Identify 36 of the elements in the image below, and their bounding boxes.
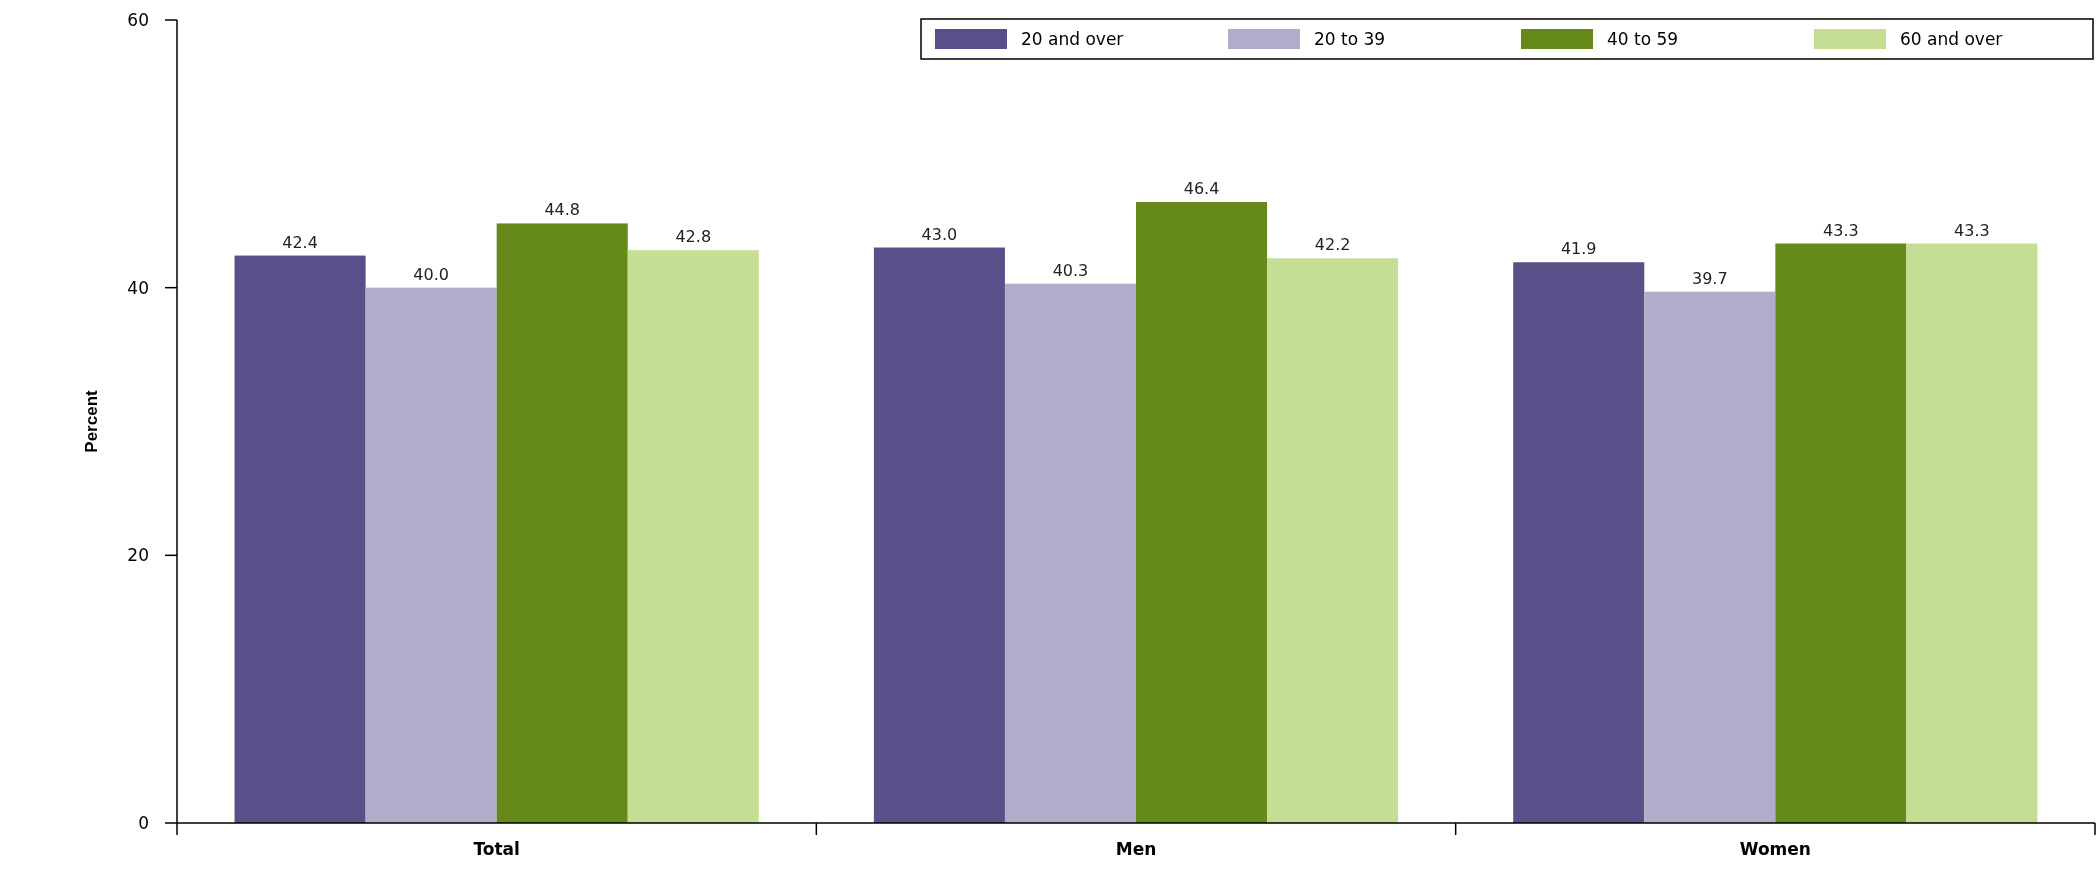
- data-label: 43.0: [921, 224, 958, 244]
- bar: [1906, 243, 2038, 823]
- data-label: 42.8: [675, 227, 712, 247]
- data-label: 40.3: [1052, 260, 1089, 280]
- bar: [1267, 258, 1399, 823]
- bar: [1775, 243, 1907, 823]
- data-label: 39.7: [1691, 268, 1728, 288]
- bar: [627, 250, 759, 823]
- y-tick-label: 20: [127, 545, 149, 566]
- data-label: 42.2: [1314, 235, 1351, 255]
- data-label: 41.9: [1560, 239, 1597, 259]
- data-label: 43.3: [1823, 220, 1859, 240]
- data-label: 46.4: [1183, 179, 1220, 199]
- bar: [1136, 202, 1268, 823]
- x-tick-label: Women: [1739, 839, 1811, 859]
- bar: [234, 255, 366, 823]
- y-tick-label: 40: [127, 277, 149, 298]
- y-tick-label: 0: [138, 812, 149, 833]
- legend-label: 40 to 59: [1607, 28, 1679, 49]
- data-label: 40.0: [413, 264, 449, 284]
- bar: [1644, 291, 1776, 823]
- bar: [496, 223, 628, 823]
- bar: [1004, 283, 1136, 823]
- x-tick-label: Men: [1115, 839, 1157, 859]
- data-label: 43.3: [1954, 220, 1990, 240]
- data-label: 44.8: [544, 200, 581, 220]
- legend-label: 20 to 39: [1314, 28, 1386, 49]
- y-tick-label: 60: [127, 9, 149, 30]
- bar: [1513, 262, 1645, 823]
- bar: [873, 247, 1005, 823]
- data-label: 42.4: [282, 232, 318, 252]
- bar: [365, 287, 497, 823]
- x-tick-label: Total: [473, 839, 520, 859]
- legend-label: 60 and over: [1900, 28, 2003, 49]
- legend-label: 20 and over: [1021, 28, 1124, 49]
- y-axis-title: Percent: [82, 389, 101, 453]
